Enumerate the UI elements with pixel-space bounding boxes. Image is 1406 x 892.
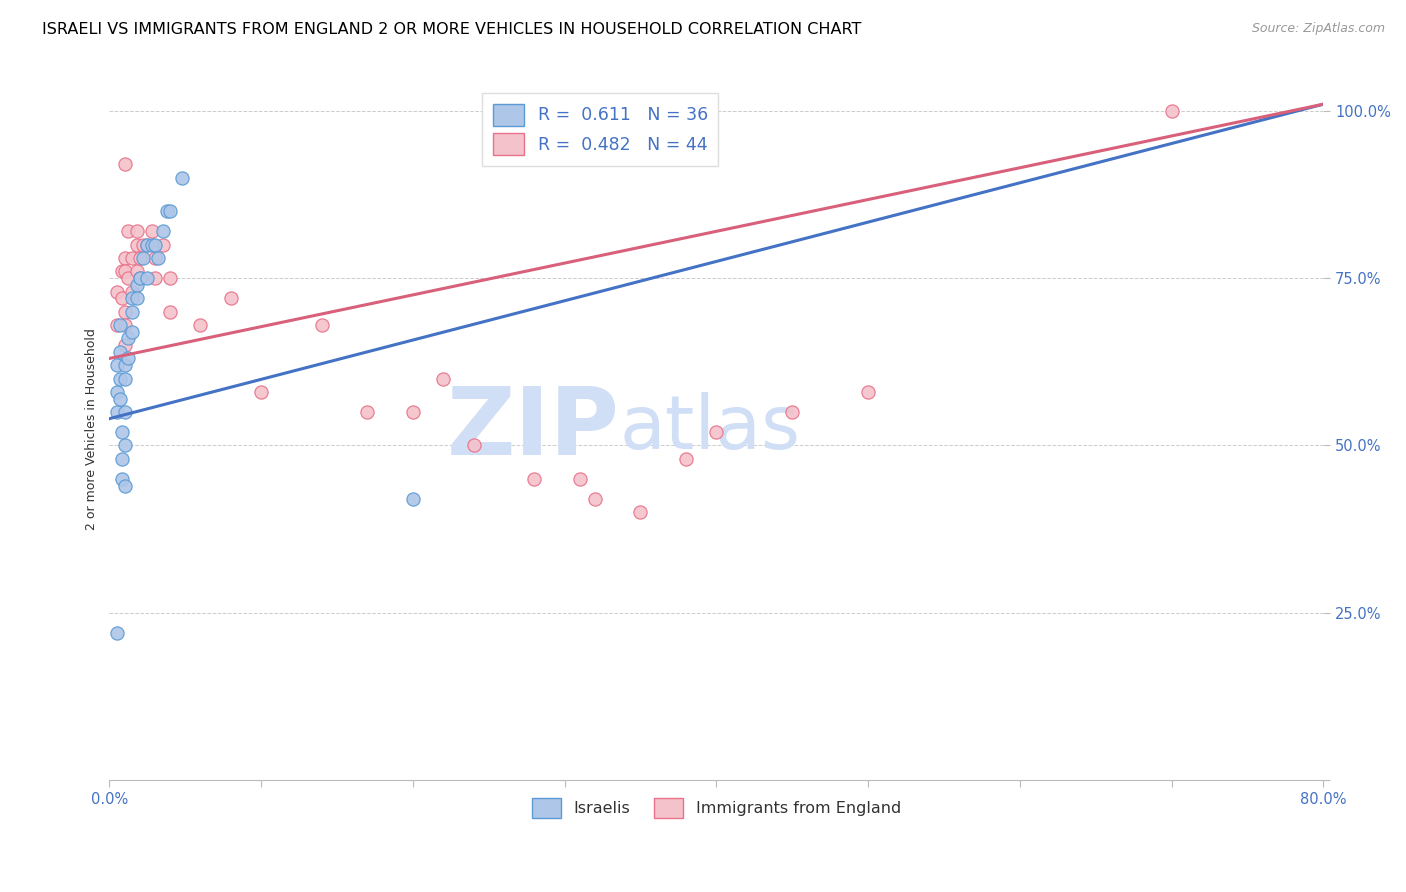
Point: [121, 285, 143, 299]
Point: [114, 264, 136, 278]
Point: [159, 204, 181, 219]
Point: [121, 291, 143, 305]
Point: [114, 438, 136, 452]
Point: [105, 384, 128, 399]
Point: [136, 237, 159, 252]
Point: [159, 304, 181, 318]
Point: [105, 358, 128, 372]
Point: [141, 237, 163, 252]
Point: [706, 425, 728, 439]
Point: [108, 344, 131, 359]
Point: [121, 325, 143, 339]
Point: [432, 371, 454, 385]
Y-axis label: 2 or more Vehicles in Household: 2 or more Vehicles in Household: [86, 327, 98, 530]
Point: [402, 405, 425, 419]
Point: [110, 472, 132, 486]
Point: [125, 264, 148, 278]
Point: [114, 405, 136, 419]
Point: [110, 451, 132, 466]
Point: [136, 237, 159, 252]
Point: [630, 505, 652, 519]
Point: [583, 491, 606, 506]
Point: [146, 251, 169, 265]
Point: [190, 318, 212, 332]
Point: [141, 224, 163, 238]
Point: [121, 251, 143, 265]
Point: [125, 237, 148, 252]
Point: [114, 304, 136, 318]
Point: [128, 251, 150, 265]
Point: [250, 384, 273, 399]
Point: [311, 318, 333, 332]
Point: [117, 331, 139, 345]
Point: [132, 251, 155, 265]
Point: [121, 304, 143, 318]
Point: [117, 271, 139, 285]
Point: [402, 491, 425, 506]
Point: [463, 438, 485, 452]
Point: [114, 478, 136, 492]
Point: [128, 271, 150, 285]
Text: atlas: atlas: [619, 392, 800, 466]
Point: [156, 204, 179, 219]
Point: [105, 285, 128, 299]
Point: [110, 425, 132, 439]
Point: [523, 472, 546, 486]
Point: [172, 170, 194, 185]
Point: [675, 451, 697, 466]
Point: [1160, 103, 1182, 118]
Point: [568, 472, 591, 486]
Legend: Israelis, Immigrants from England: Israelis, Immigrants from England: [526, 791, 907, 825]
Point: [125, 277, 148, 292]
Point: [136, 271, 159, 285]
Point: [143, 237, 166, 252]
Point: [110, 264, 132, 278]
Point: [105, 318, 128, 332]
Point: [159, 271, 181, 285]
Point: [152, 224, 174, 238]
Point: [780, 405, 803, 419]
Point: [114, 358, 136, 372]
Text: ISRAELI VS IMMIGRANTS FROM ENGLAND 2 OR MORE VEHICLES IN HOUSEHOLD CORRELATION C: ISRAELI VS IMMIGRANTS FROM ENGLAND 2 OR …: [42, 22, 862, 37]
Text: Source: ZipAtlas.com: Source: ZipAtlas.com: [1251, 22, 1385, 36]
Point: [108, 318, 131, 332]
Point: [114, 338, 136, 352]
Point: [143, 271, 166, 285]
Point: [492, 124, 515, 138]
Point: [114, 371, 136, 385]
Point: [117, 224, 139, 238]
Point: [114, 157, 136, 171]
Point: [105, 405, 128, 419]
Point: [114, 318, 136, 332]
Point: [108, 392, 131, 406]
Point: [856, 384, 879, 399]
Point: [117, 351, 139, 366]
Point: [110, 291, 132, 305]
Text: ZIP: ZIP: [446, 383, 619, 475]
Point: [132, 237, 155, 252]
Point: [356, 405, 378, 419]
Point: [105, 625, 128, 640]
Point: [114, 251, 136, 265]
Point: [219, 291, 242, 305]
Point: [143, 251, 166, 265]
Point: [125, 224, 148, 238]
Point: [125, 291, 148, 305]
Point: [108, 371, 131, 385]
Point: [152, 237, 174, 252]
Point: [128, 271, 150, 285]
